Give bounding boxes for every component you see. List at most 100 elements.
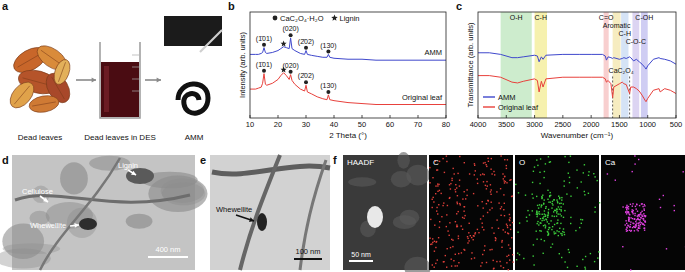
map-pixel — [510, 179, 511, 180]
x-tick — [478, 115, 479, 118]
map-pixel — [468, 232, 469, 233]
map-pixel — [451, 178, 452, 179]
map-pixel — [550, 247, 551, 248]
map-pixel — [536, 159, 537, 160]
series-line — [250, 73, 446, 105]
map-label: Ca — [605, 158, 616, 167]
map-pixel — [537, 165, 538, 166]
map-pixel — [484, 162, 485, 163]
map-pixel — [446, 226, 447, 227]
map-pixel — [550, 195, 551, 196]
map-pixel — [533, 264, 534, 265]
map-pixel — [536, 196, 537, 197]
map-pixel — [632, 171, 633, 172]
map-pixel — [564, 234, 565, 235]
map-pixel — [467, 236, 468, 237]
x-tick-label: 60 — [386, 120, 394, 129]
map-label: C — [433, 158, 439, 167]
map-pixel — [446, 155, 447, 156]
map-pixel — [590, 253, 591, 254]
map-pixel — [556, 211, 557, 212]
x-tick-label: 50 — [358, 120, 366, 129]
peak-label: (1̄01) — [256, 61, 272, 69]
x-tick — [250, 115, 251, 118]
map-pixel — [451, 259, 452, 260]
map-pixel — [467, 242, 468, 243]
map-pixel — [461, 225, 462, 226]
x-tick-label: 70 — [414, 120, 422, 129]
map-pixel — [489, 209, 490, 210]
map-pixel — [456, 202, 457, 203]
map-pixel — [539, 230, 540, 231]
map-pixel — [636, 204, 637, 205]
x-tick — [676, 115, 677, 118]
map-pixel — [441, 193, 442, 194]
map-pixel — [599, 202, 600, 203]
tem-image — [210, 155, 330, 270]
x-tick-label: 3000 — [526, 120, 543, 129]
map-pixel — [645, 216, 646, 217]
map-pixel — [545, 208, 546, 209]
map-tile — [429, 155, 513, 270]
map-pixel — [638, 222, 639, 223]
map-pixel — [615, 180, 616, 181]
map-pixel — [550, 202, 551, 203]
map-pixel — [570, 196, 571, 197]
scale-bar-label: 400 nm — [155, 245, 180, 254]
map-pixel — [537, 213, 538, 214]
map-pixel — [547, 190, 548, 191]
star-marker — [281, 41, 287, 47]
map-pixel — [638, 225, 639, 226]
map-pixel — [480, 218, 481, 219]
map-pixel — [467, 238, 468, 239]
map-pixel — [512, 195, 513, 196]
map-pixel — [634, 227, 635, 228]
map-pixel — [471, 237, 472, 238]
map-pixel — [439, 161, 440, 162]
map-pixel — [439, 190, 440, 191]
label: AMM — [185, 133, 204, 142]
map-pixel — [561, 197, 562, 198]
map-pixel — [483, 162, 484, 163]
map-pixel — [480, 174, 481, 175]
map-pixel — [536, 239, 537, 240]
map-pixel — [582, 219, 583, 220]
map-pixel — [630, 217, 631, 218]
x-tick — [334, 115, 335, 118]
map-pixel — [503, 178, 504, 179]
arrow — [40, 196, 48, 202]
map-pixel — [506, 256, 507, 257]
map-pixel — [491, 207, 492, 208]
map-pixel — [444, 172, 445, 173]
arrow — [128, 170, 136, 175]
map-pixel — [526, 220, 527, 221]
map-pixel — [447, 230, 448, 231]
x-tick — [446, 115, 447, 118]
map-pixel — [496, 219, 497, 220]
map-pixel — [443, 202, 444, 203]
map-pixel — [635, 221, 636, 222]
label: Dead leaves in DES — [84, 133, 156, 142]
map-pixel — [459, 180, 460, 181]
map-pixel — [584, 267, 585, 268]
map-pixel — [506, 165, 507, 166]
map-pixel — [518, 192, 519, 193]
map-pixel — [557, 219, 558, 220]
map-pixel — [559, 203, 560, 204]
map-pixel — [644, 221, 645, 222]
arrow-head — [157, 78, 161, 83]
legend-swatch — [483, 96, 495, 97]
map-pixel — [554, 224, 555, 225]
map-pixel — [563, 228, 564, 229]
map-pixel — [635, 224, 636, 225]
map-pixel — [542, 218, 543, 219]
haadf-texture — [348, 177, 376, 187]
map-pixel — [566, 193, 567, 194]
map-pixel — [508, 269, 509, 270]
map-pixel — [544, 240, 545, 241]
map-pixel — [570, 156, 571, 157]
map-pixel — [507, 232, 508, 233]
map-pixel — [482, 223, 483, 224]
map-pixel — [456, 187, 457, 188]
map-pixel — [644, 204, 645, 205]
